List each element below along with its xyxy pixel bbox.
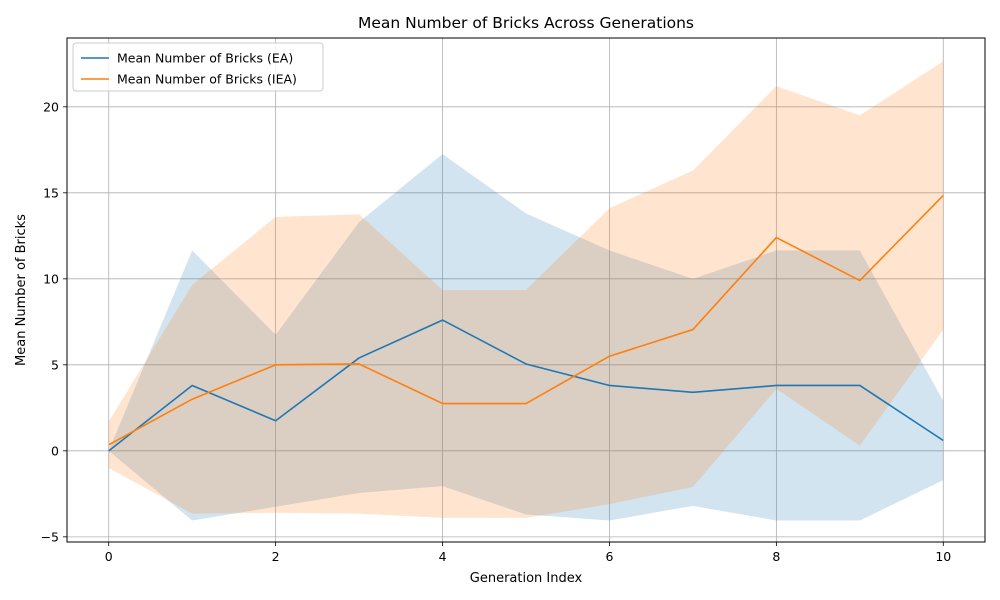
legend-label-iea: Mean Number of Bricks (IEA) (117, 72, 297, 87)
confidence-bands (108, 61, 944, 521)
confidence-band-iea (108, 61, 944, 518)
grid-lines (67, 38, 985, 542)
x-tick-label: 8 (772, 549, 780, 564)
series-lines (108, 194, 944, 452)
series-line-iea (108, 194, 944, 446)
confidence-band-ea (108, 154, 944, 521)
legend-label-ea: Mean Number of Bricks (EA) (117, 51, 293, 66)
y-tick-label: 20 (43, 99, 59, 114)
y-axis-label: Mean Number of Bricks (14, 214, 29, 366)
y-tick-label: 0 (51, 443, 59, 458)
y-tick-label: 15 (43, 185, 59, 200)
plot-area-frame (66, 37, 986, 543)
y-tick-label: −5 (41, 529, 59, 544)
y-tick-label: 10 (43, 271, 59, 286)
chart-title: Mean Number of Bricks Across Generations (358, 14, 694, 32)
x-tick-label: 0 (105, 549, 113, 564)
x-tick-label: 4 (439, 549, 447, 564)
series-line-ea (108, 319, 944, 452)
x-axis-label: Generation Index (470, 571, 583, 586)
x-tick-label: 2 (272, 549, 280, 564)
y-tick-label: 5 (51, 357, 59, 372)
x-tick-label: 6 (605, 549, 613, 564)
axis-ticks: 0 2 4 6 8 10 −5 0 5 10 15 20 (41, 99, 952, 564)
legend-box (72, 42, 324, 92)
legend: Mean Number of Bricks (EA) Mean Number o… (72, 42, 324, 92)
x-tick-label: 10 (935, 549, 951, 564)
